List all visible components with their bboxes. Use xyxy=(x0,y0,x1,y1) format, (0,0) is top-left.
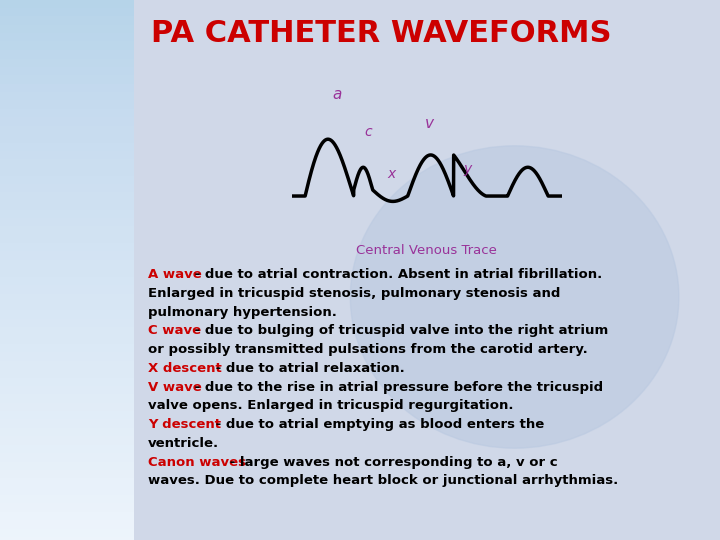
Text: Canon waves: Canon waves xyxy=(148,456,246,469)
Text: X descent: X descent xyxy=(148,362,222,375)
Text: - large waves not corresponding to a, v or c: - large waves not corresponding to a, v … xyxy=(225,456,558,469)
Text: A wave: A wave xyxy=(148,268,202,281)
Text: PA CATHETER WAVEFORMS: PA CATHETER WAVEFORMS xyxy=(150,19,611,48)
Text: or possibly transmitted pulsations from the carotid artery.: or possibly transmitted pulsations from … xyxy=(148,343,588,356)
Text: v: v xyxy=(425,116,433,131)
Text: pulmonary hypertension.: pulmonary hypertension. xyxy=(148,306,337,319)
Text: valve opens. Enlarged in tricuspid regurgitation.: valve opens. Enlarged in tricuspid regur… xyxy=(148,400,513,413)
Text: - due to atrial relaxation.: - due to atrial relaxation. xyxy=(212,362,405,375)
Text: - due to the rise in atrial pressure before the tricuspid: - due to the rise in atrial pressure bef… xyxy=(190,381,603,394)
Text: C wave: C wave xyxy=(148,325,201,338)
Text: ventricle.: ventricle. xyxy=(148,437,219,450)
Text: y: y xyxy=(463,163,471,177)
Text: V wave: V wave xyxy=(148,381,202,394)
Text: x: x xyxy=(387,166,395,180)
Text: waves. Due to complete heart block or junctional arrhythmias.: waves. Due to complete heart block or ju… xyxy=(148,474,618,487)
Text: - due to atrial emptying as blood enters the: - due to atrial emptying as blood enters… xyxy=(212,418,544,431)
Text: a: a xyxy=(333,87,342,103)
Text: Enlarged in tricuspid stenosis, pulmonary stenosis and: Enlarged in tricuspid stenosis, pulmonar… xyxy=(148,287,560,300)
Text: - due to bulging of tricuspid valve into the right atrium: - due to bulging of tricuspid valve into… xyxy=(190,325,608,338)
Circle shape xyxy=(351,146,679,448)
Text: - due to atrial contraction. Absent in atrial fibrillation.: - due to atrial contraction. Absent in a… xyxy=(190,268,603,281)
Text: c: c xyxy=(365,125,372,139)
Text: Y descent: Y descent xyxy=(148,418,221,431)
Text: Central Venous Trace: Central Venous Trace xyxy=(356,244,497,256)
